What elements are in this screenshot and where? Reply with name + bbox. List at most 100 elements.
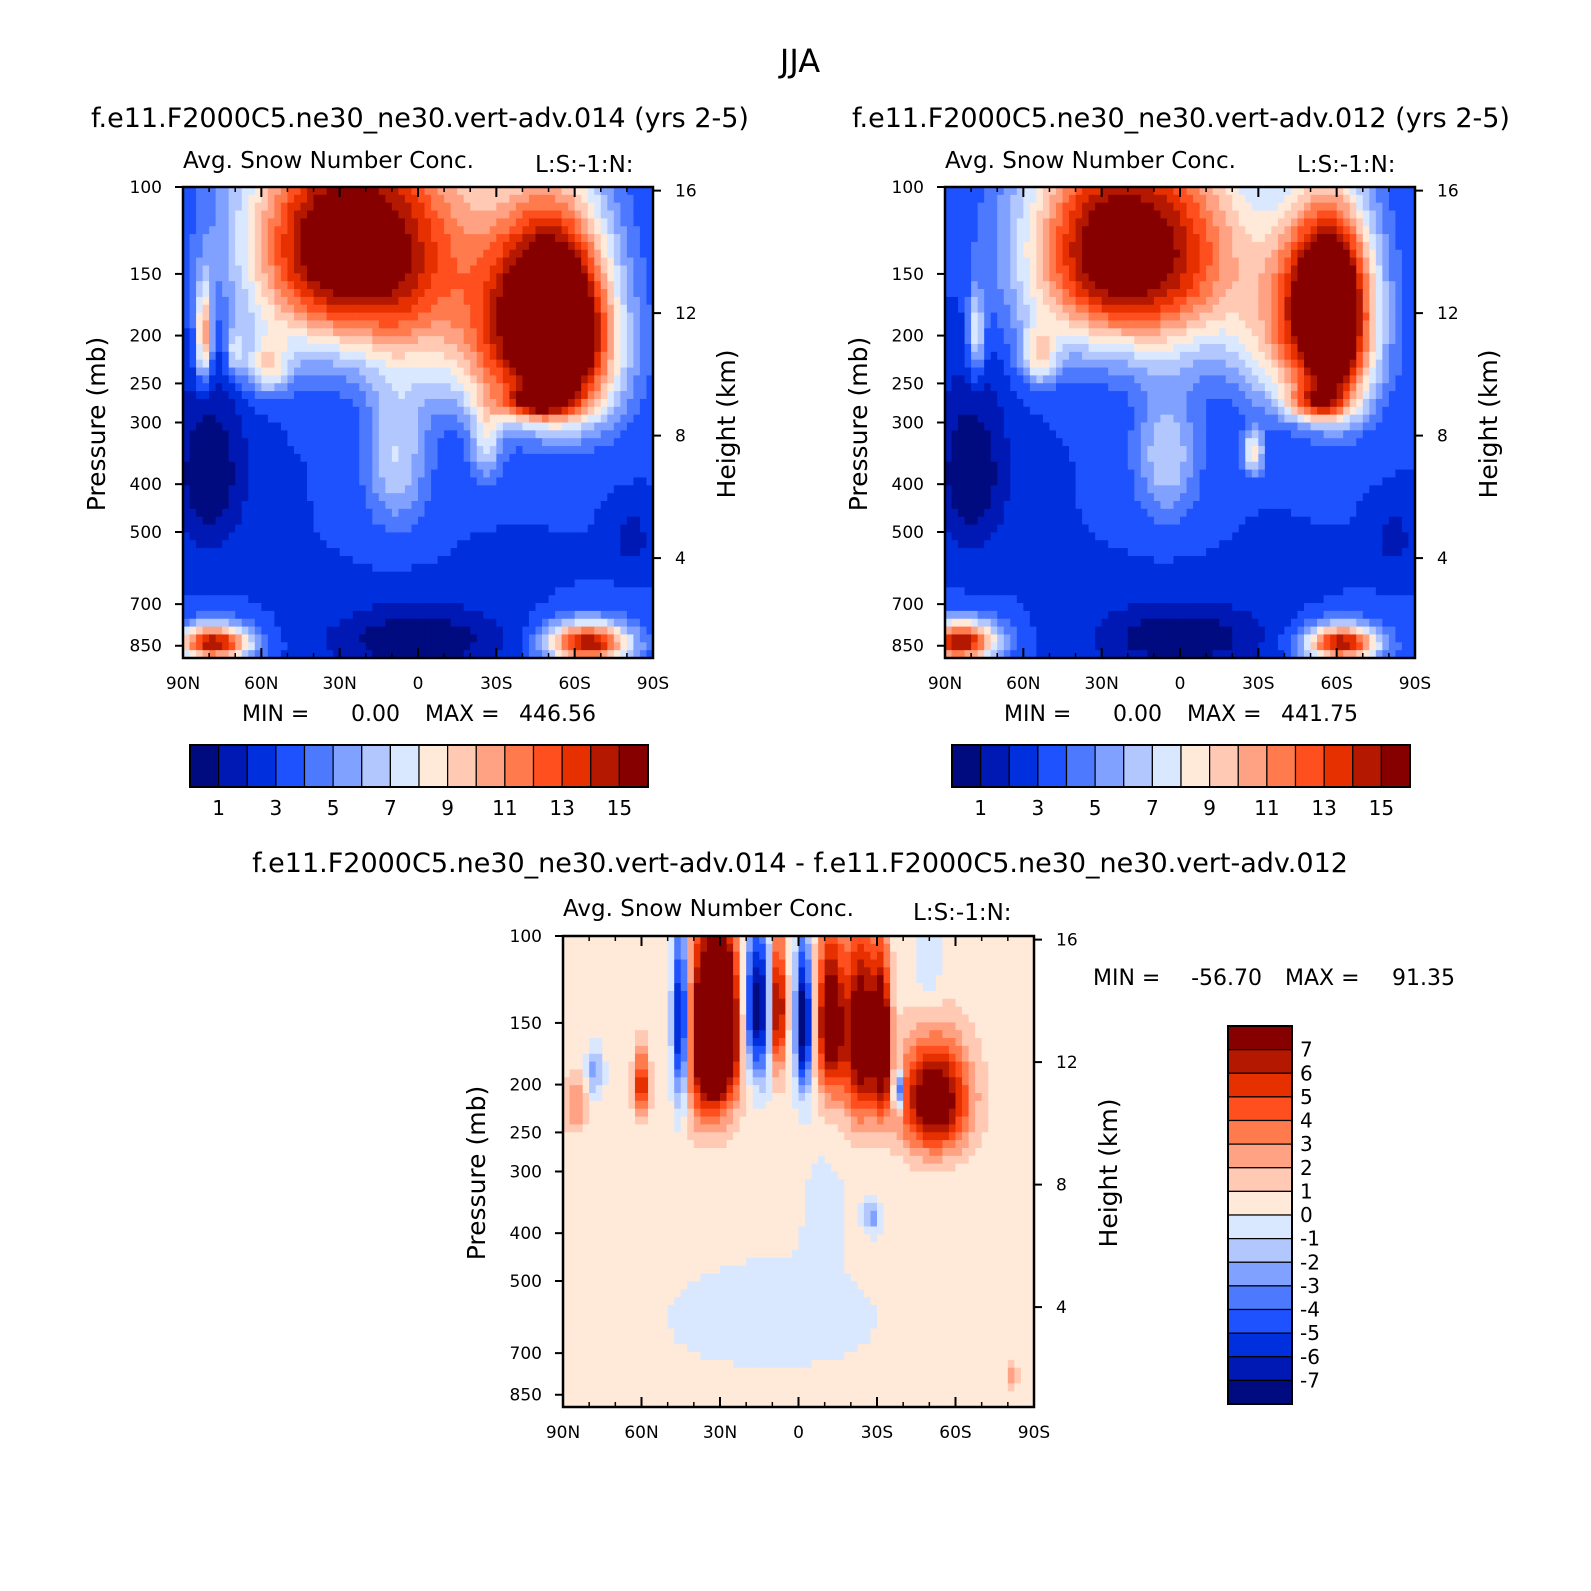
- contour-cell: [548, 398, 556, 408]
- contour-cell: [470, 603, 478, 612]
- contour-cell: [411, 501, 419, 510]
- contour-cell: [202, 344, 210, 353]
- contour-cell: [293, 218, 302, 227]
- contour-cell: [313, 336, 321, 345]
- contour-cell: [398, 477, 406, 486]
- contour-cell: [476, 618, 484, 628]
- contour-cell: [613, 367, 621, 376]
- contour-cell: [542, 595, 550, 604]
- contour-cell: [300, 524, 308, 533]
- contour-cell: [613, 391, 621, 400]
- contour-cell: [633, 359, 641, 369]
- contour-cell: [522, 406, 530, 416]
- contour-cell: [326, 469, 334, 479]
- contour-cell: [418, 257, 426, 267]
- contour-cell: [587, 241, 595, 251]
- contour-cell: [509, 414, 517, 424]
- contour-cell: [385, 281, 393, 290]
- contour-cell: [561, 367, 569, 376]
- contour-cell: [398, 610, 406, 620]
- contour-cell: [1199, 210, 1207, 219]
- contour-cell: [222, 359, 230, 369]
- contour-cell: [411, 485, 419, 494]
- contour-cell: [261, 414, 269, 424]
- contour-cell: [639, 344, 648, 353]
- contour-cell: [509, 320, 517, 329]
- contour-cell: [320, 508, 328, 518]
- contour-cell: [483, 595, 491, 604]
- contour-cell: [241, 563, 249, 573]
- contour-cell: [594, 642, 602, 651]
- contour-cell: [411, 304, 419, 314]
- contour-cell: [274, 414, 282, 424]
- contour-cell: [189, 351, 197, 361]
- contour-cell: [646, 587, 654, 596]
- contour-cell: [639, 406, 648, 416]
- contour-cell: [320, 516, 328, 526]
- contour-cell: [339, 296, 347, 306]
- contour-cell: [398, 249, 406, 259]
- contour-cell: [424, 642, 432, 651]
- contour-cell: [502, 202, 510, 212]
- contour-cell: [320, 571, 328, 581]
- contour-cell: [522, 351, 530, 361]
- contour-cell: [235, 461, 243, 471]
- contour-cell: [496, 508, 504, 518]
- contour-cell: [437, 344, 445, 353]
- contour-cell: [189, 359, 197, 369]
- contour-cell: [274, 273, 282, 282]
- contour-cell: [222, 304, 230, 314]
- contour-cell: [189, 563, 197, 573]
- contour-cell: [274, 603, 282, 612]
- contour-cell: [574, 422, 582, 431]
- contour-cell: [568, 524, 576, 533]
- contour-cell: [568, 548, 576, 557]
- contour-cell: [483, 367, 491, 376]
- contour-cell: [293, 532, 302, 541]
- contour-cell: [561, 336, 569, 345]
- contour-cell: [241, 587, 249, 596]
- contour-cell: [313, 194, 321, 204]
- contour-cell: [307, 587, 315, 596]
- contour-cell: [280, 555, 289, 565]
- contour-cell: [385, 595, 393, 604]
- contour-cell: [359, 328, 367, 337]
- contour-cell: [476, 296, 484, 306]
- contour-cell: [333, 296, 341, 306]
- contour-cell: [574, 603, 582, 612]
- contour-cell: [215, 226, 223, 235]
- contour-cell: [352, 289, 360, 298]
- contour-cell: [196, 273, 204, 282]
- contour-cell: [437, 336, 445, 345]
- contour-cell: [261, 320, 269, 329]
- contour-cell: [274, 249, 282, 259]
- contour-cell: [261, 249, 269, 259]
- contour-cell: [431, 453, 439, 463]
- contour-cell: [509, 532, 517, 541]
- contour-cell: [398, 289, 406, 298]
- contour-cell: [646, 603, 654, 612]
- contour-cell: [1336, 194, 1344, 204]
- contour-cell: [607, 328, 615, 337]
- contour-cell: [372, 328, 380, 337]
- contour-cell: [613, 501, 621, 510]
- contour-cell: [320, 273, 328, 282]
- contour-cell: [398, 391, 406, 400]
- contour-cell: [548, 650, 556, 659]
- contour-cell: [1336, 210, 1344, 219]
- contour-cell: [189, 336, 197, 345]
- contour-cell: [958, 218, 966, 227]
- contour-cell: [274, 383, 282, 392]
- contour-cell: [1212, 234, 1220, 243]
- contour-cell: [515, 493, 524, 502]
- contour-cell: [463, 265, 471, 274]
- contour-cell: [235, 398, 243, 408]
- contour-cell: [1134, 187, 1142, 196]
- contour-cell: [561, 359, 569, 369]
- contour-cell: [424, 548, 432, 557]
- contour-cell: [496, 610, 504, 620]
- contour-cell: [248, 595, 256, 604]
- contour-cell: [574, 610, 582, 620]
- contour-cell: [202, 501, 210, 510]
- contour-cell: [450, 501, 458, 510]
